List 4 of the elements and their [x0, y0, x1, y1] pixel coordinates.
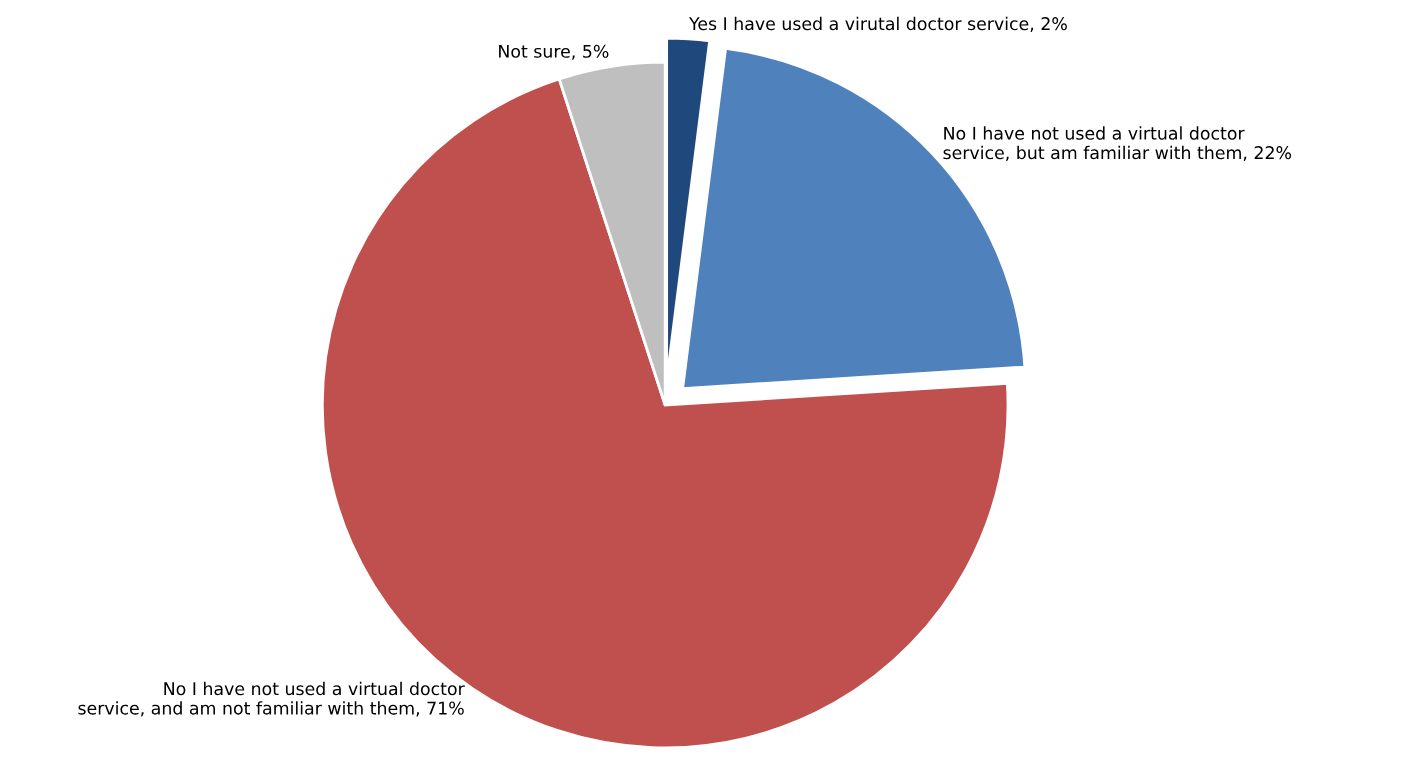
slice-label: No I have not used a virtual doctor service, but am familiar with them, 22%	[943, 126, 1292, 162]
slice-label: No I have not used a virtual doctor service, and am not familiar with them, 71%	[78, 681, 465, 717]
slice-label: Yes I have used a virutal doctor service, 2%	[689, 16, 1067, 32]
slice-label: Not sure, 5%	[499, 44, 609, 60]
